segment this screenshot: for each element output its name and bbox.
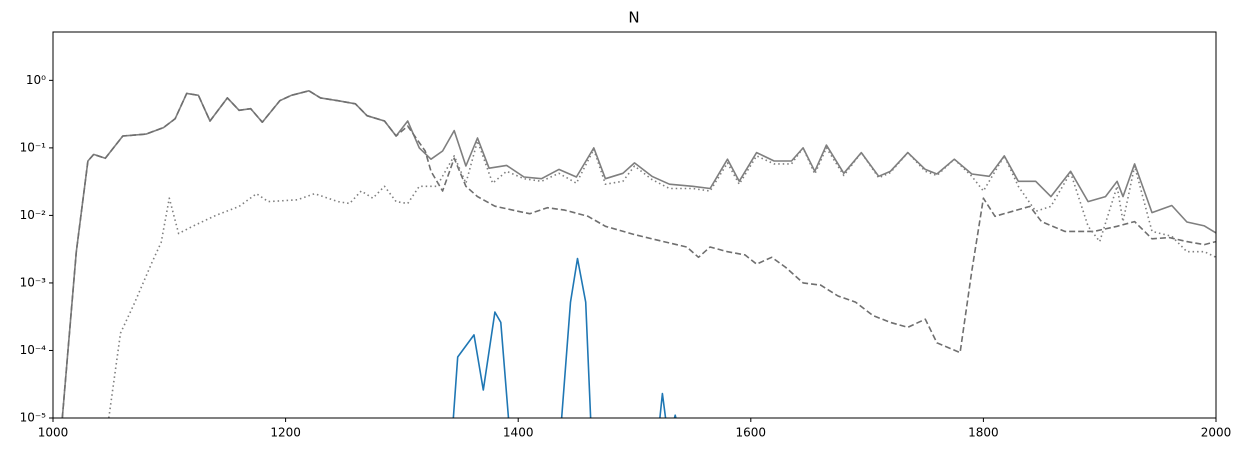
plot-area <box>61 90 1216 418</box>
chart-title: N <box>628 9 639 27</box>
y-tick-label: 10⁰ <box>26 73 46 87</box>
series-line <box>61 90 1216 418</box>
x-tick-label: 1200 <box>270 426 301 440</box>
y-tick-label: 10⁻¹ <box>20 140 47 154</box>
series-line <box>61 90 1216 418</box>
y-tick-label: 10⁻³ <box>20 275 47 289</box>
y-tick-label: 10⁻⁴ <box>20 343 47 357</box>
x-tick-label: 1000 <box>38 426 69 440</box>
series-line <box>452 257 677 418</box>
x-tick-label: 1400 <box>503 426 534 440</box>
y-tick-label: 10⁻² <box>20 208 47 222</box>
x-tick-label: 2000 <box>1201 426 1232 440</box>
y-tick-label: 10⁻⁵ <box>20 411 47 425</box>
x-tick-label: 1800 <box>968 426 999 440</box>
series-line <box>108 140 1216 418</box>
axes-frame <box>52 31 1217 419</box>
x-tick-label: 1600 <box>736 426 767 440</box>
